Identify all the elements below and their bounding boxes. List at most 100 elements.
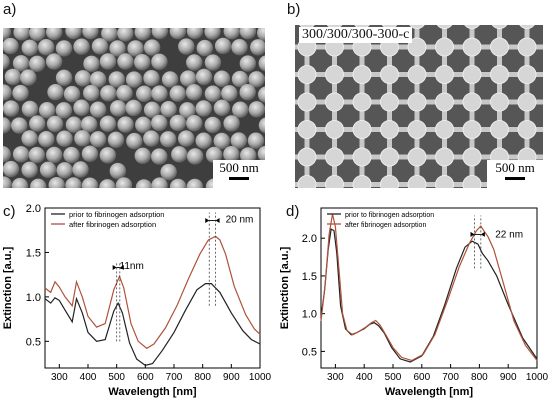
x-tick-label: 1000 [249,372,272,383]
lattice-disk [435,175,454,188]
series-line [44,283,261,366]
nanosphere [135,179,153,188]
nanosphere [45,53,63,70]
nanosphere [250,39,265,56]
nanosphere [101,28,118,42]
nanosphere [186,54,203,71]
lattice-disk [462,175,482,188]
nanosphere [135,85,153,103]
x-tick-label: 900 [223,372,240,383]
lattice-disk [462,120,482,139]
nanosphere [65,28,82,40]
x-tick-label: 500 [108,372,125,383]
nanosphere [99,179,116,188]
lattice-disk [297,147,317,167]
scale-bar-a-line [229,177,249,180]
nanosphere [214,37,232,55]
nanosphere [160,163,177,181]
plot-frame [320,207,538,369]
nanosphere [117,28,134,42]
shift-arrowhead [112,265,117,271]
nanosphere [186,148,204,165]
nanosphere [30,178,47,188]
nanosphere [11,177,29,188]
nanosphere [28,55,46,72]
nanosphere [257,145,265,163]
shift-arrowhead [119,265,124,271]
nanosphere [151,148,168,165]
lattice-disk [464,25,480,29]
nanosphere [213,70,231,87]
nanosphere [231,39,248,56]
nanosphere [213,132,230,150]
nanosphere [3,146,11,163]
nanosphere [247,132,265,149]
x-tick-label: 700 [166,372,183,383]
nanosphere [151,114,168,132]
nanosphere [151,28,169,40]
nanosphere [107,131,125,148]
nanosphere [109,162,127,180]
nanosphere [169,85,186,102]
lattice-disk [407,92,427,112]
nanosphere [13,28,30,41]
scale-bar-b-line [505,177,525,180]
panel-a-label: a) [3,1,17,18]
chart-d: 300 400 500 600 700 800 900 1000 0.5 1.0 1.5 2.0 Wav… [279,207,549,398]
lattice-disk [352,92,372,112]
y-tick-label: 1.0 [26,292,41,304]
nanosphere [116,84,133,102]
lattice-disk [435,37,454,57]
nanosphere [221,85,238,102]
lattice-disk [517,65,537,84]
nanosphere [29,28,46,42]
x-tick-label: 400 [80,372,97,383]
nanosphere [240,147,257,164]
nanosphere [143,69,160,87]
lattice-disk [407,147,427,167]
lattice-disk [352,120,372,139]
nanosphere [99,147,117,164]
nanosphere [48,176,65,188]
nanosphere [65,116,83,133]
sphere-array-picture [3,28,265,188]
nanosphere [89,71,107,88]
nanosphere [160,101,177,118]
nanosphere [3,84,12,101]
y-tick-label: 2.0 [26,203,41,215]
lattice-disk [380,147,399,167]
lattice-disk [436,25,453,29]
y-axis-label: Extinction [a.u.] [2,246,14,329]
nanosphere [109,40,126,57]
nanosphere [3,176,12,188]
nanosphere [223,146,240,163]
nanosphere [125,71,143,88]
x-tick-label: 600 [413,372,430,383]
nanosphere [125,99,142,117]
nanosphere [11,117,28,134]
lattice-disk [325,147,344,167]
lattice-array-picture [295,25,543,188]
nanosphere [29,115,46,132]
series-line [44,235,261,350]
lattice-disk [462,65,482,84]
scale-bar-b-text: 500 nm [495,160,535,175]
nanosphere [134,147,151,165]
nanosphere [81,177,99,188]
nanosphere [21,100,39,118]
nanosphere [21,130,38,147]
nanosphere [80,116,98,133]
lattice-disk [517,92,537,112]
y-tick-label: 1.5 [26,247,41,259]
nanosphere [117,116,134,133]
legend-label: after fibrinogen adsorption [345,222,426,229]
nanosphere [151,85,168,102]
nanosphere [134,28,151,41]
shift-annotation: 22 nm [495,229,523,240]
nanosphere [169,28,187,40]
nanosphere [83,84,100,102]
lattice-disk [352,147,372,167]
nanosphere [89,101,107,118]
panel-d-label: d) [286,203,300,220]
shift-annotation: 11nm [120,261,144,272]
